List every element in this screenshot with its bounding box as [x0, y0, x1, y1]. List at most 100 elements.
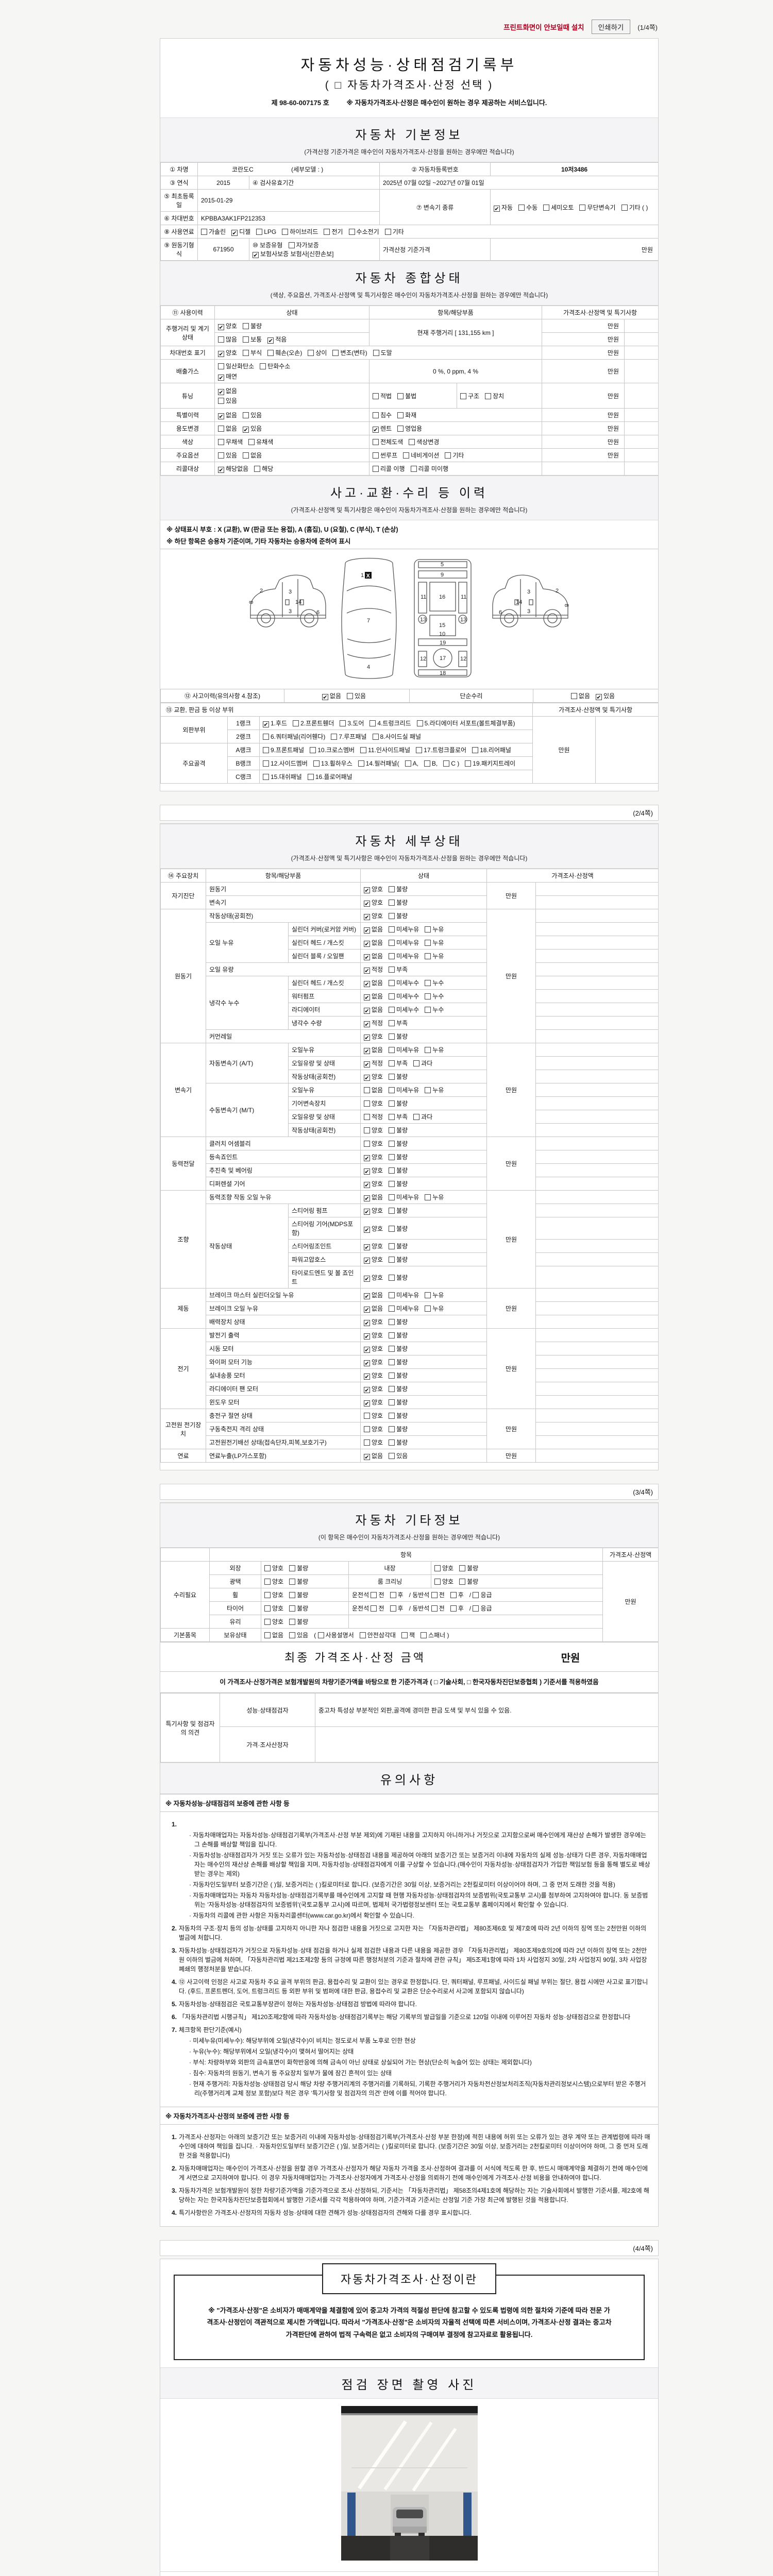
- checkbox-누유[interactable]: [425, 1087, 431, 1093]
- checkbox-전[interactable]: [371, 1605, 377, 1612]
- checkbox-미세누유[interactable]: [389, 926, 395, 933]
- checkbox-미세누유[interactable]: [389, 1292, 395, 1298]
- checkbox-누수[interactable]: [425, 993, 431, 999]
- checkbox-불량[interactable]: [389, 1141, 395, 1147]
- checkbox-양호[interactable]: [364, 1182, 371, 1188]
- checkbox-없음[interactable]: [364, 1008, 371, 1014]
- checkbox-누수[interactable]: [425, 1007, 431, 1013]
- checkbox-불량[interactable]: [389, 1074, 395, 1080]
- checkbox-없음[interactable]: [364, 981, 371, 987]
- checkbox-화재[interactable]: [397, 412, 404, 418]
- checkbox-양호[interactable]: [364, 1374, 371, 1380]
- checkbox-양호[interactable]: [364, 1209, 371, 1215]
- checkbox-불량[interactable]: [389, 1413, 395, 1419]
- checkbox-양호[interactable]: [364, 1387, 371, 1393]
- checkbox-불량[interactable]: [389, 1154, 395, 1160]
- checkbox-있음[interactable]: [389, 1453, 395, 1459]
- checkbox-적음[interactable]: [267, 337, 274, 344]
- checkbox-불량[interactable]: [459, 1565, 466, 1571]
- checkbox-양호[interactable]: [364, 1360, 371, 1366]
- checkbox-18.리어패널[interactable]: [472, 747, 479, 753]
- checkbox-없음[interactable]: [364, 1293, 371, 1299]
- checkbox-누유[interactable]: [425, 940, 431, 946]
- checkbox-구조[interactable]: [460, 393, 466, 399]
- checkbox-많음[interactable]: [218, 336, 224, 343]
- checkbox-불량[interactable]: [389, 1033, 395, 1040]
- checkbox-적정[interactable]: [364, 1061, 371, 1067]
- checkbox-A,[interactable]: [405, 760, 411, 767]
- checkbox-불량[interactable]: [389, 1167, 395, 1174]
- checkbox-잭[interactable]: [401, 1632, 408, 1638]
- checkbox-후[interactable]: [390, 1605, 396, 1612]
- checkbox-네비게이션[interactable]: [403, 452, 410, 459]
- checkbox-자가보증[interactable]: [288, 242, 295, 248]
- checkbox-과다[interactable]: [413, 1114, 420, 1120]
- checkbox-13.휠하우스[interactable]: [313, 760, 320, 767]
- checkbox-LPG[interactable]: [256, 229, 263, 235]
- checkbox-없음[interactable]: [264, 1632, 271, 1638]
- checkbox-썬루프[interactable]: [373, 452, 379, 459]
- checkbox-상이[interactable]: [308, 350, 314, 356]
- checkbox-누유[interactable]: [425, 1292, 431, 1298]
- checkbox-5.라디에이터 서포트(볼트체결부품)[interactable]: [416, 720, 423, 726]
- checkbox-부족[interactable]: [389, 1114, 395, 1120]
- checkbox-기타[interactable]: [384, 229, 391, 235]
- checkbox-없음[interactable]: [364, 1087, 371, 1093]
- checkbox-있음[interactable]: [218, 398, 224, 404]
- checkbox-리콜 이행[interactable]: [373, 466, 379, 472]
- checkbox-양호[interactable]: [434, 1579, 441, 1585]
- checkbox-부족[interactable]: [389, 1060, 395, 1066]
- checkbox-적정[interactable]: [364, 968, 371, 974]
- checkbox-C )[interactable]: [443, 760, 450, 767]
- checkbox-누유[interactable]: [425, 953, 431, 959]
- checkbox-미세누수[interactable]: [389, 1007, 395, 1013]
- checkbox-불법[interactable]: [397, 393, 404, 399]
- checkbox-영업용[interactable]: [397, 426, 404, 432]
- checkbox-양호[interactable]: [364, 1400, 371, 1406]
- checkbox-부식[interactable]: [243, 350, 249, 356]
- checkbox-4.트렁크리드[interactable]: [369, 720, 376, 726]
- checkbox-미세누유[interactable]: [389, 953, 395, 959]
- checkbox-양호[interactable]: [364, 1275, 371, 1282]
- checkbox-무단변속기[interactable]: [579, 204, 586, 211]
- checkbox-자동[interactable]: [494, 205, 500, 212]
- checkbox-없음[interactable]: [364, 1195, 371, 1201]
- checkbox-6.쿼터패널(리어휀다)[interactable]: [263, 734, 269, 740]
- checkbox-양호[interactable]: [364, 1347, 371, 1353]
- checkbox-불량[interactable]: [389, 1359, 395, 1365]
- checkbox-양호[interactable]: [364, 1075, 371, 1081]
- checkbox-9.프론트패널[interactable]: [263, 747, 269, 753]
- checkbox-사용설명서[interactable]: [317, 1632, 324, 1638]
- checkbox-전체도색[interactable]: [373, 439, 379, 445]
- checkbox-1.후드[interactable]: [263, 721, 269, 727]
- checkbox-불량[interactable]: [389, 1225, 395, 1232]
- checkbox-후[interactable]: [390, 1592, 396, 1598]
- checkbox-리콜 미이행[interactable]: [410, 466, 417, 472]
- checkbox-미세누수[interactable]: [389, 993, 395, 999]
- checkbox-기타 ( )[interactable]: [621, 204, 628, 211]
- checkbox-19.패키지트레이[interactable]: [465, 760, 472, 767]
- checkbox-양호[interactable]: [364, 914, 371, 920]
- checkbox-도말[interactable]: [373, 350, 379, 356]
- checkbox-양호[interactable]: [364, 1333, 371, 1340]
- checkbox-불량[interactable]: [289, 1565, 296, 1571]
- checkbox-전[interactable]: [431, 1605, 438, 1612]
- checkbox-3.도어[interactable]: [340, 720, 346, 726]
- checkbox-불량[interactable]: [389, 1274, 395, 1281]
- checkbox-있음[interactable]: [596, 694, 602, 700]
- checkbox-미세누유[interactable]: [389, 940, 395, 946]
- checkbox-없음[interactable]: [364, 1048, 371, 1054]
- checkbox-양호[interactable]: [364, 1413, 371, 1419]
- checkbox-해당없음[interactable]: [218, 467, 224, 473]
- checkbox-10.크로스멤버[interactable]: [310, 747, 316, 753]
- checkbox-없음[interactable]: [364, 927, 371, 934]
- checkbox-17.트렁크플로어[interactable]: [416, 747, 423, 753]
- checkbox-양호[interactable]: [218, 324, 224, 330]
- checkbox-불량[interactable]: [389, 1386, 395, 1392]
- checkbox-불량[interactable]: [389, 1181, 395, 1187]
- checkbox-스패너[interactable]: [420, 1632, 427, 1638]
- checkbox-없음[interactable]: [218, 389, 224, 395]
- checkbox-불량[interactable]: [243, 323, 249, 329]
- checkbox-불량[interactable]: [389, 1426, 395, 1432]
- checkbox-미세누수[interactable]: [389, 980, 395, 986]
